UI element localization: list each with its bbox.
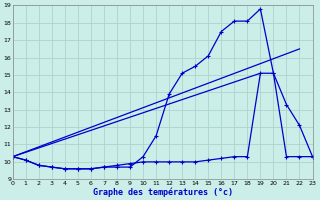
X-axis label: Graphe des températures (°c): Graphe des températures (°c) [92,187,233,197]
